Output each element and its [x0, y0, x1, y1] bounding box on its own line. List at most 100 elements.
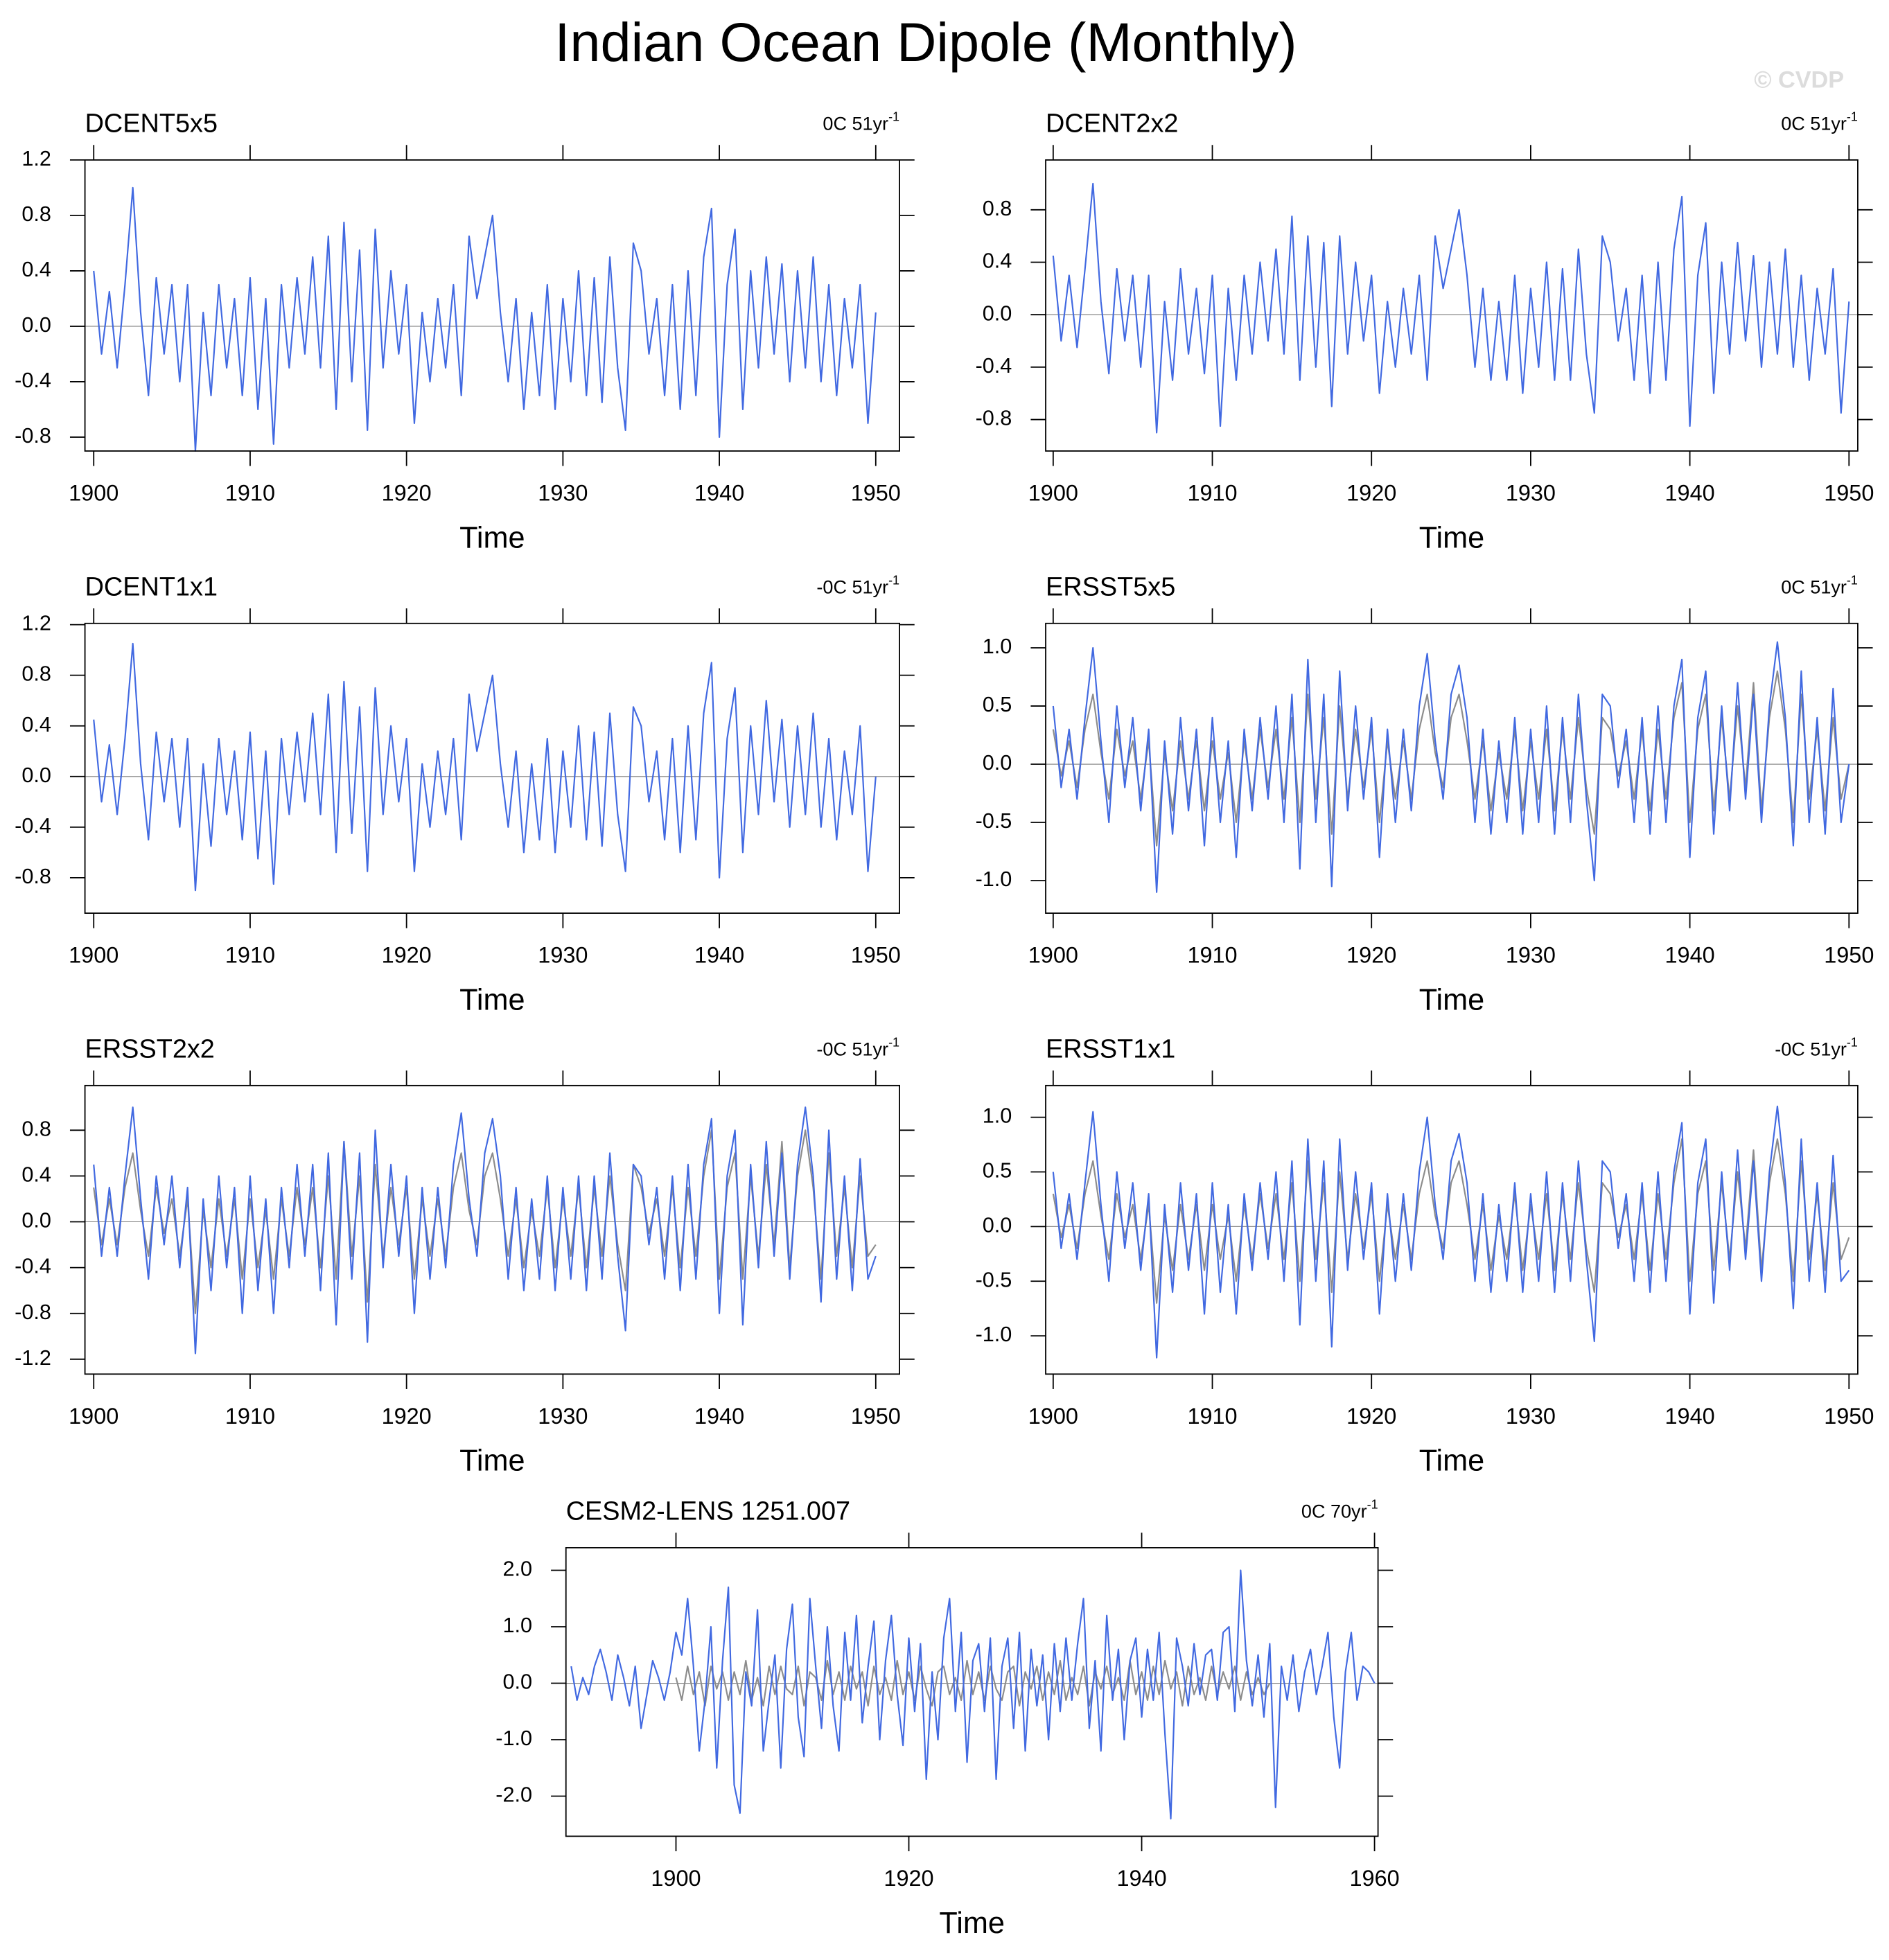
x-tick-label: 1920: [1346, 481, 1396, 506]
series-line: [93, 186, 877, 452]
y-tick-label: 0.4: [983, 249, 1012, 273]
x-tick-label: 1910: [1187, 481, 1237, 506]
y-tick-label: 0.8: [21, 662, 51, 686]
y-tick-label: 1.2: [21, 612, 51, 635]
trend-label: 0C 51yr-1: [1781, 109, 1858, 134]
y-tick-label: -1.0: [976, 867, 1012, 891]
x-tick-label: 1920: [1346, 1404, 1396, 1429]
y-tick-label: -1.0: [495, 1727, 532, 1750]
trend-label: 0C 51yr-1: [823, 109, 899, 134]
y-tick-label: 1.0: [983, 635, 1012, 658]
series-line: [1052, 1105, 1850, 1359]
y-tick-label: -1.0: [976, 1323, 1012, 1346]
x-tick-label: 1930: [1506, 1404, 1556, 1429]
y-tick-label: 0.8: [21, 1117, 51, 1140]
x-tick-label: 1930: [538, 943, 588, 968]
plot-frame: [565, 1547, 1379, 1837]
panel-title: CESM2-LENS 1251.007: [566, 1497, 850, 1526]
x-tick-label: 1940: [1116, 1866, 1166, 1891]
y-tick-label: 1.0: [983, 1104, 1012, 1128]
y-tick-label: 0.5: [983, 1159, 1012, 1183]
x-tick-label: 1900: [69, 943, 118, 968]
x-tick-label: 1930: [1506, 943, 1556, 968]
x-axis-label: Time: [459, 1445, 525, 1478]
trend-label: 0C 51yr-1: [1781, 573, 1858, 597]
plot-frame: [84, 622, 900, 914]
trend-exponent: -1: [888, 573, 899, 587]
y-tick-label: 0.4: [21, 1163, 51, 1187]
x-tick-label: 1900: [69, 481, 118, 506]
x-tick-label: 1900: [1028, 943, 1078, 968]
y-tick-label: -0.4: [15, 369, 51, 392]
x-axis-label: Time: [459, 983, 525, 1016]
panel-title: DCENT1x1: [85, 572, 218, 601]
y-tick-label: 0.0: [502, 1670, 532, 1694]
y-tick-label: 0.4: [21, 713, 51, 736]
panel: CESM2-LENS 1251.007 0C 70yr-1 Time 1900 1920…: [495, 1497, 1399, 1939]
y-tick-label: 0.8: [983, 197, 1012, 220]
y-tick-label: 0.0: [983, 1213, 1012, 1237]
trend-label: -0C 51yr-1: [1775, 1035, 1858, 1059]
x-tick-label: 1950: [851, 943, 901, 968]
y-tick-label: -0.5: [976, 809, 1012, 833]
trend-text: 0C 70yr: [1301, 1501, 1367, 1522]
x-tick-label: 1950: [851, 1404, 901, 1429]
x-tick-label: 1910: [225, 1404, 275, 1429]
panel-title: ERSST5x5: [1046, 572, 1175, 601]
trend-exponent: -1: [888, 109, 899, 123]
x-tick-label: 1930: [538, 481, 588, 506]
x-tick-label: 1910: [1187, 1404, 1237, 1429]
x-tick-label: 1950: [1824, 1404, 1874, 1429]
x-tick-label: 1900: [1028, 481, 1078, 506]
x-tick-label: 1920: [382, 1404, 432, 1429]
trend-text: 0C 51yr: [823, 114, 888, 134]
x-tick-label: 1910: [225, 481, 275, 506]
y-tick-label: 0.0: [983, 751, 1012, 775]
plot-frame: [84, 159, 900, 452]
x-axis-label: Time: [1419, 1445, 1485, 1478]
trend-exponent: -1: [1367, 1497, 1378, 1511]
y-tick-label: -0.8: [15, 424, 51, 448]
x-tick-label: 1950: [1824, 481, 1874, 506]
x-tick-label: 1930: [538, 1404, 588, 1429]
series-line: [675, 1659, 1271, 1707]
panel: DCENT1x1 -0C 51yr-1 Time 1900 1910 1920 1930 19…: [15, 572, 915, 1016]
y-tick-label: -0.8: [15, 1300, 51, 1324]
y-tick-label: 0.0: [21, 1209, 51, 1233]
x-tick-label: 1940: [694, 481, 744, 506]
x-tick-label: 1920: [382, 481, 432, 506]
x-tick-label: 1920: [382, 943, 432, 968]
x-tick-label: 1930: [1506, 481, 1556, 506]
x-tick-label: 1920: [1346, 943, 1396, 968]
x-axis-label: Time: [939, 1907, 1005, 1940]
trend-label: 0C 70yr-1: [1301, 1497, 1378, 1521]
series-line: [93, 642, 877, 892]
y-tick-label: 0.5: [983, 693, 1012, 716]
y-tick-label: 0.0: [21, 313, 51, 337]
y-tick-label: -2.0: [495, 1783, 532, 1807]
panel-title: DCENT2x2: [1046, 109, 1178, 138]
trend-label: -0C 51yr-1: [816, 1035, 899, 1059]
watermark: © CVDP: [1754, 67, 1844, 93]
plot-frame: [1045, 1084, 1859, 1375]
panel-title: ERSST1x1: [1046, 1034, 1175, 1063]
plot-frame: [84, 1084, 900, 1375]
x-tick-label: 1910: [1187, 943, 1237, 968]
y-tick-label: -0.8: [976, 407, 1012, 430]
x-tick-label: 1910: [225, 943, 275, 968]
x-tick-label: 1900: [69, 1404, 118, 1429]
panel: ERSST1x1 -0C 51yr-1 Time 1900 1910 1920 1930 19…: [976, 1034, 1874, 1477]
y-tick-label: 0.0: [21, 763, 51, 787]
y-tick-label: 0.0: [983, 301, 1012, 325]
plot-frame: [1045, 159, 1859, 452]
x-axis-label: Time: [459, 521, 525, 554]
trend-text: 0C 51yr: [1781, 576, 1847, 597]
x-tick-label: 1940: [1665, 481, 1715, 506]
y-tick-label: 1.2: [21, 147, 51, 170]
x-tick-label: 1940: [694, 943, 744, 968]
series-line: [1052, 182, 1850, 434]
trend-exponent: -1: [1847, 1035, 1858, 1049]
series-line: [570, 1569, 1376, 1820]
x-tick-label: 1940: [1665, 1404, 1715, 1429]
